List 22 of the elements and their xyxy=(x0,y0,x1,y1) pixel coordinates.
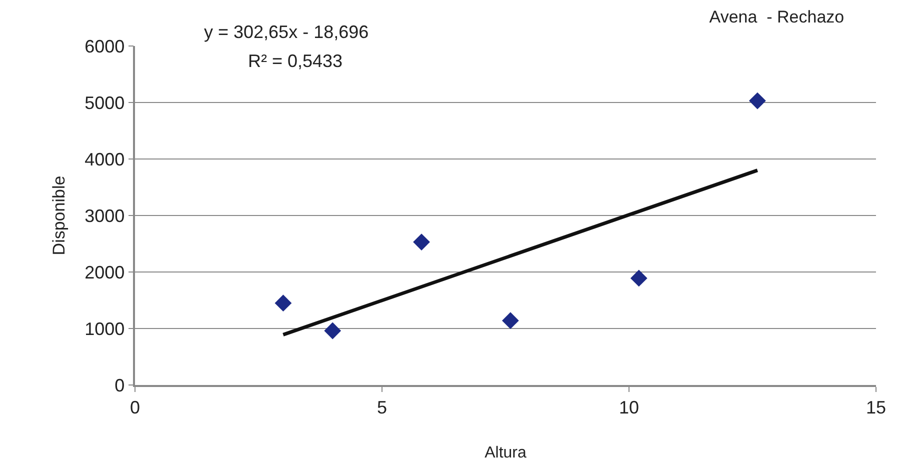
y-tick-label: 2000 xyxy=(84,262,125,282)
x-tick-label: 5 xyxy=(376,397,388,418)
chart-title: Avena - Rechazo xyxy=(709,7,844,26)
point xyxy=(748,92,766,110)
point xyxy=(413,234,430,251)
y-tick-label: 0 xyxy=(114,375,125,396)
point xyxy=(324,322,342,340)
annotation: R² = 0,5433 xyxy=(248,51,343,71)
x-tick-label: 10 xyxy=(618,397,640,418)
text: y = 302,65x - 18,696 xyxy=(204,22,369,42)
y-tick-label: 1000 xyxy=(84,318,125,339)
point xyxy=(630,270,648,287)
y-axis-title: Disponible xyxy=(50,176,69,256)
point xyxy=(274,294,292,312)
y-tick-label: 6000 xyxy=(84,36,125,56)
x-axis-title: Altura xyxy=(484,444,526,462)
y-tick-label: 3000 xyxy=(84,206,125,226)
x-tick-label: 15 xyxy=(866,397,886,418)
x-tick-label: 0 xyxy=(130,397,140,418)
y-tick-label: 5000 xyxy=(84,92,125,113)
point xyxy=(502,312,519,330)
y-tick-label: 4000 xyxy=(84,149,125,170)
